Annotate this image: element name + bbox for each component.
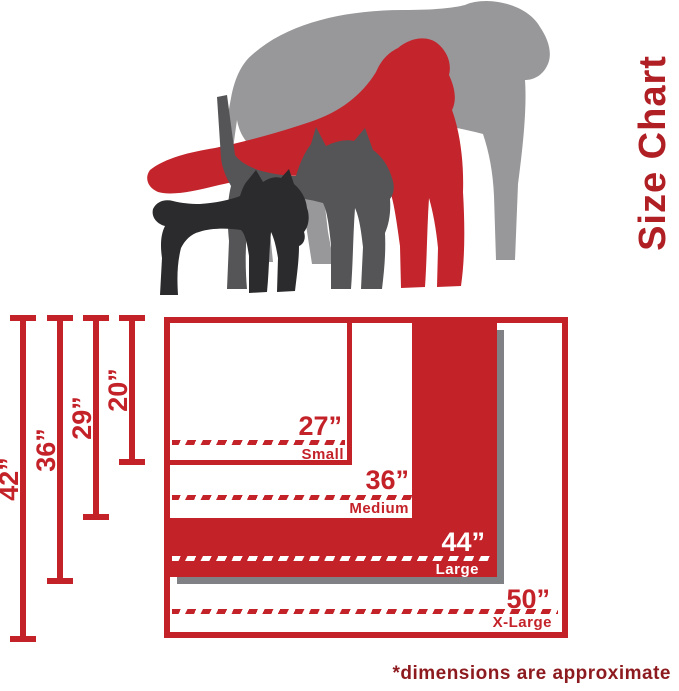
large-width-label: 44” bbox=[441, 527, 485, 557]
bar-cap-bottom bbox=[119, 459, 145, 465]
xlarge-width-dash-line bbox=[172, 609, 558, 614]
medium-size-name: Medium bbox=[349, 500, 409, 517]
dimensions-footnote: *dimensions are approximate bbox=[392, 663, 671, 684]
height-bar-medium: 29” bbox=[67, 315, 109, 520]
medium-height-label: 29” bbox=[67, 395, 97, 440]
bar-stem bbox=[20, 315, 26, 642]
bar-stem bbox=[93, 315, 99, 520]
small-height-label: 20” bbox=[103, 368, 133, 412]
small-width-label: 27” bbox=[298, 411, 342, 441]
small-dog-icon bbox=[152, 169, 309, 295]
bar-cap-bottom bbox=[10, 636, 36, 642]
bar-stem bbox=[57, 315, 63, 584]
small-width-dash-line bbox=[172, 440, 345, 445]
page-title: Size Chart bbox=[632, 55, 674, 251]
xlarge-width-label: 50” bbox=[506, 584, 550, 614]
height-bar-large: 36” bbox=[31, 315, 73, 584]
bar-cap-bottom bbox=[47, 578, 73, 584]
xlarge-height-label: 42” bbox=[0, 456, 24, 501]
medium-dog-icon bbox=[217, 95, 394, 289]
medium-width-label: 36” bbox=[365, 465, 409, 495]
large-width-dash-line bbox=[172, 556, 494, 561]
medium-width-dash-line bbox=[172, 495, 412, 500]
small-size-name: Small bbox=[301, 446, 344, 463]
xlarge-size-name: X-Large bbox=[492, 614, 552, 631]
bar-cap-bottom bbox=[83, 514, 109, 520]
height-bar-small: 20” bbox=[103, 315, 145, 465]
height-bar-xlarge: 42” bbox=[0, 315, 36, 642]
large-size-name: Large bbox=[435, 561, 479, 578]
large-height-label: 36” bbox=[31, 427, 61, 472]
bar-stem bbox=[129, 315, 135, 465]
